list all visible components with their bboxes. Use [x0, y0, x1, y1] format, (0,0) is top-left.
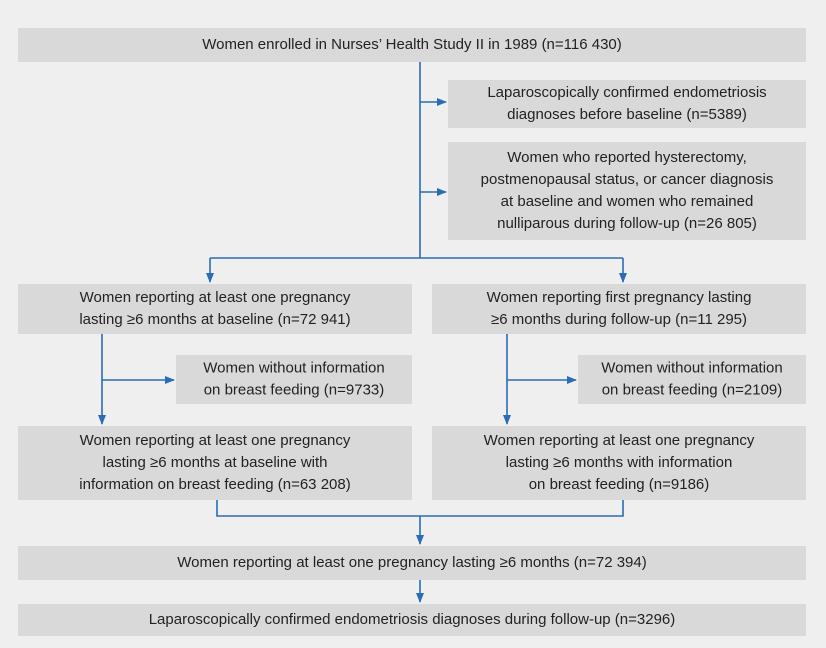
box: [18, 284, 412, 334]
box: [448, 142, 806, 240]
box: [432, 426, 806, 500]
box: [578, 355, 806, 404]
box-label: Women reporting at least one pregnancy: [80, 289, 351, 306]
box-label: postmenopausal status, or cancer diagnos…: [481, 171, 774, 188]
box-label: information on breast feeding (n=63 208): [79, 476, 350, 493]
box-label: Women reporting at least one pregnancy: [80, 432, 351, 449]
box: [432, 284, 806, 334]
box-label: Laparoscopically confirmed endometriosis: [487, 84, 766, 101]
flow-box: Laparoscopically confirmed endometriosis…: [18, 604, 806, 636]
flow-box: Women reporting at least one pregnancy la…: [432, 426, 806, 500]
box-label: ≥6 months during follow-up (n=11 295): [491, 311, 747, 328]
flow-box: Women reporting at least one pregnancy l…: [18, 546, 806, 580]
box-label: Women who reported hysterectomy,: [507, 149, 747, 166]
box-label: nulliparous during follow-up (n=26 805): [497, 215, 757, 232]
box-label: Women without information: [601, 359, 782, 376]
box-label: on breast feeding (n=9733): [204, 381, 385, 398]
flow-box: Women reporting first pregnancy lasting ≥…: [432, 284, 806, 334]
box-label: lasting ≥6 months at baseline with: [102, 454, 327, 471]
box-label: on breast feeding (n=2109): [602, 381, 783, 398]
box: [18, 426, 412, 500]
box: [448, 80, 806, 128]
flow-box: Women without information on breast feedi…: [578, 355, 806, 404]
box-label: Women reporting at least one pregnancy l…: [177, 554, 646, 571]
box-label: Women reporting first pregnancy lasting: [487, 289, 752, 306]
flow-box: Laparoscopically confirmed endometriosis…: [448, 80, 806, 128]
flow-box: Women without information on breast feedi…: [176, 355, 412, 404]
box: [18, 546, 806, 580]
box-label: Women enrolled in Nurses’ Health Study I…: [202, 36, 622, 53]
flow-box: Women enrolled in Nurses’ Health Study I…: [18, 28, 806, 62]
box: [176, 355, 412, 404]
box-label: on breast feeding (n=9186): [529, 476, 710, 493]
box: [18, 604, 806, 636]
flow-box: Women who reported hysterectomy, postmeno…: [448, 142, 806, 240]
connectors: [98, 62, 627, 603]
box-label: Women reporting at least one pregnancy: [484, 432, 755, 449]
box-label: lasting ≥6 months with information: [506, 454, 733, 471]
box-label: lasting ≥6 months at baseline (n=72 941): [79, 311, 350, 328]
box-label: diagnoses before baseline (n=5389): [507, 106, 747, 123]
flow-box: Women reporting at least one pregnancy la…: [18, 426, 412, 500]
box: [18, 28, 806, 62]
box-label: Laparoscopically confirmed endometriosis…: [149, 611, 676, 628]
box-label: at baseline and women who remained: [501, 193, 754, 210]
box-label: Women without information: [203, 359, 384, 376]
flow-box: Women reporting at least one pregnancy la…: [18, 284, 412, 334]
